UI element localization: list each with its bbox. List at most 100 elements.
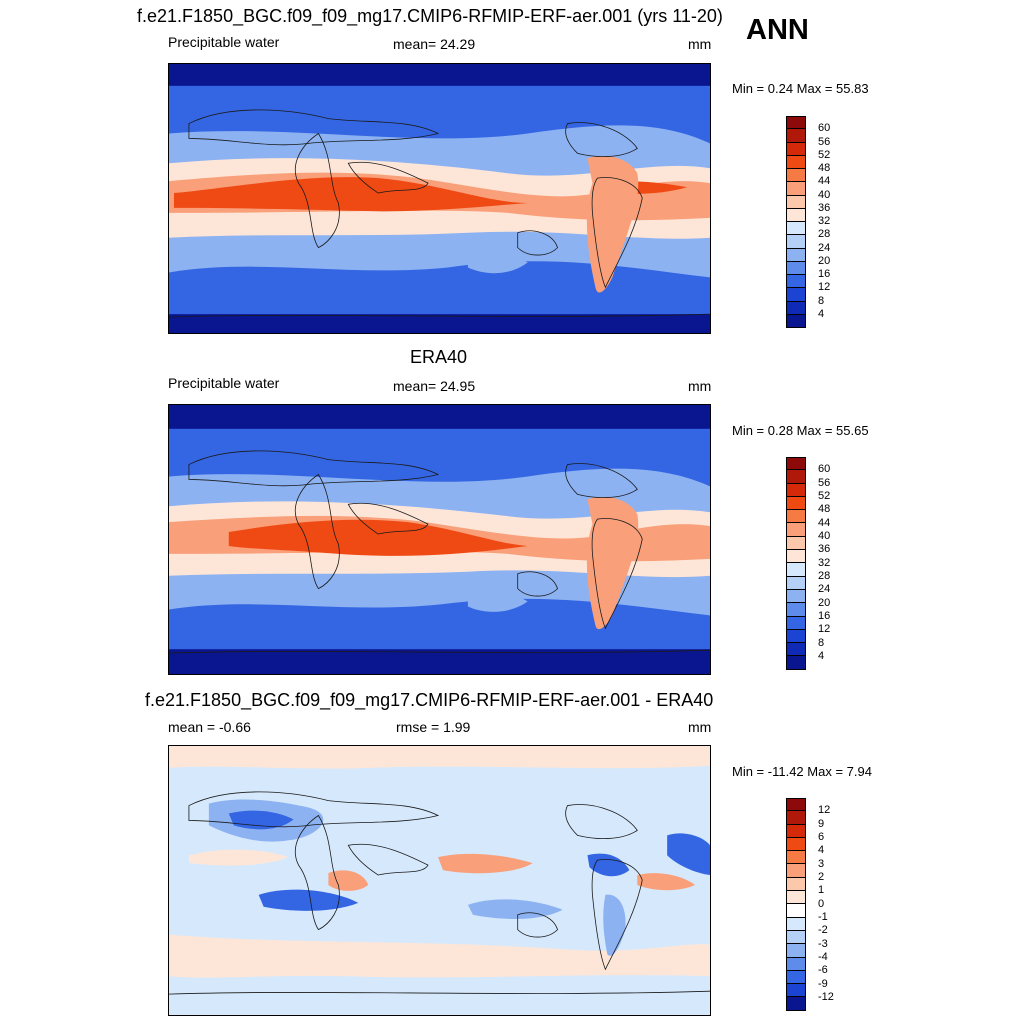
colorbar-label: -12 xyxy=(818,991,834,1003)
colorbar-swatch xyxy=(787,208,805,222)
colorbar-label: 24 xyxy=(818,583,831,595)
colorbar-label: 36 xyxy=(818,202,831,214)
colorbar-label: 60 xyxy=(818,122,831,134)
colorbar-swatch xyxy=(787,129,805,143)
colorbar-swatch xyxy=(787,142,805,156)
panel-model-colorbar xyxy=(786,116,806,328)
colorbar-swatch xyxy=(787,837,805,852)
panel-model-units-label: mm xyxy=(688,36,712,52)
panel-obs-colorbar xyxy=(786,457,806,670)
colorbar-label: 56 xyxy=(818,136,831,148)
colorbar-swatch xyxy=(787,917,805,931)
colorbar-label: 48 xyxy=(818,162,831,174)
colorbar-label: 12 xyxy=(818,281,831,293)
colorbar-swatch xyxy=(787,288,805,302)
colorbar-swatch xyxy=(787,314,805,327)
panel-model-mean-label: mean= 24.29 xyxy=(393,36,476,52)
colorbar-label: 52 xyxy=(818,490,831,502)
colorbar-label: -9 xyxy=(818,978,828,990)
colorbar-label: 9 xyxy=(818,818,825,830)
colorbar-swatch xyxy=(787,930,805,945)
colorbar-swatch xyxy=(787,877,805,892)
colorbar-swatch xyxy=(787,182,805,196)
panel-obs-mean-label: mean= 24.95 xyxy=(393,378,476,394)
panel-model-map xyxy=(168,63,711,334)
colorbar-swatch xyxy=(787,222,805,236)
colorbar-label: 56 xyxy=(818,477,831,489)
colorbar-label: -2 xyxy=(818,924,828,936)
colorbar-swatch xyxy=(787,970,805,985)
colorbar-swatch xyxy=(787,301,805,315)
colorbar-swatch xyxy=(787,536,805,551)
colorbar-swatch xyxy=(787,944,805,958)
colorbar-label: 36 xyxy=(818,543,831,555)
colorbar-label: 28 xyxy=(818,228,831,240)
colorbar-label: 20 xyxy=(818,597,831,609)
colorbar-label: 40 xyxy=(818,189,831,201)
colorbar-swatch xyxy=(787,603,805,617)
panel-diff-map xyxy=(168,745,711,1016)
colorbar-label: 16 xyxy=(818,268,831,280)
colorbar-label: 3 xyxy=(818,858,825,870)
panel-diff-colorbar xyxy=(786,798,806,1011)
panel-obs-title: ERA40 xyxy=(410,347,468,367)
panel-diff-mean-label: mean = -0.66 xyxy=(168,719,251,735)
colorbar-label: 0 xyxy=(818,898,825,910)
colorbar-label: 44 xyxy=(818,175,831,187)
colorbar-swatch xyxy=(787,864,805,878)
panel-diff-field xyxy=(169,746,710,1015)
colorbar-swatch xyxy=(787,957,805,971)
colorbar-label: 40 xyxy=(818,530,831,542)
colorbar-label: 2 xyxy=(818,871,825,883)
panel-model-field xyxy=(169,64,710,333)
colorbar-swatch xyxy=(787,155,805,169)
panel-model-title: f.e21.F1850_BGC.f09_f09_mg17.CMIP6-RFMIP… xyxy=(137,6,723,26)
colorbar-label: 28 xyxy=(818,570,831,582)
colorbar-label: 4 xyxy=(818,650,825,662)
colorbar-label: 24 xyxy=(818,242,831,254)
panel-diff-minmax-label: Min = -11.42 Max = 7.94 xyxy=(732,764,872,779)
colorbar-swatch xyxy=(787,470,805,484)
colorbar-swatch xyxy=(787,851,805,865)
colorbar-label: 12 xyxy=(818,804,831,816)
colorbar-swatch xyxy=(787,643,805,657)
colorbar-swatch xyxy=(787,523,805,537)
colorbar-label: 16 xyxy=(818,610,831,622)
panel-model-minmax-label: Min = 0.24 Max = 55.83 xyxy=(732,81,869,96)
colorbar-label: 12 xyxy=(818,623,831,635)
panel-diff-title: f.e21.F1850_BGC.f09_f09_mg17.CMIP6-RFMIP… xyxy=(145,690,714,710)
colorbar-swatch xyxy=(787,799,805,812)
colorbar-swatch xyxy=(787,117,805,130)
season-label: ANN xyxy=(746,14,809,46)
colorbar-label: 1 xyxy=(818,884,825,896)
colorbar-swatch xyxy=(787,589,805,604)
colorbar-label: -1 xyxy=(818,911,828,923)
colorbar-label: 60 xyxy=(818,463,831,475)
colorbar-swatch xyxy=(787,576,805,590)
colorbar-label: 48 xyxy=(818,503,831,515)
colorbar-swatch xyxy=(787,458,805,471)
colorbar-label: -4 xyxy=(818,951,828,963)
colorbar-swatch xyxy=(787,235,805,249)
panel-obs-minmax-label: Min = 0.28 Max = 55.65 xyxy=(732,423,869,438)
colorbar-swatch xyxy=(787,629,805,644)
panel-obs-map xyxy=(168,404,711,675)
panel-obs-left-label: Precipitable water xyxy=(168,375,280,391)
panel-diff-units-label: mm xyxy=(688,719,712,735)
colorbar-label: 4 xyxy=(818,308,825,320)
colorbar-label: -6 xyxy=(818,964,828,976)
colorbar-swatch xyxy=(787,997,805,1010)
colorbar-swatch xyxy=(787,824,805,838)
colorbar-label: -3 xyxy=(818,938,828,950)
colorbar-swatch xyxy=(787,275,805,289)
colorbar-swatch xyxy=(787,496,805,511)
panel-obs-field xyxy=(169,405,710,674)
colorbar-label: 52 xyxy=(818,149,831,161)
colorbar-swatch xyxy=(787,483,805,497)
colorbar-swatch xyxy=(787,891,805,905)
colorbar-swatch xyxy=(787,248,805,262)
colorbar-swatch xyxy=(787,811,805,825)
colorbar-swatch xyxy=(787,656,805,669)
panel-diff-rmse-label: rmse = 1.99 xyxy=(396,719,471,735)
colorbar-swatch xyxy=(787,550,805,564)
